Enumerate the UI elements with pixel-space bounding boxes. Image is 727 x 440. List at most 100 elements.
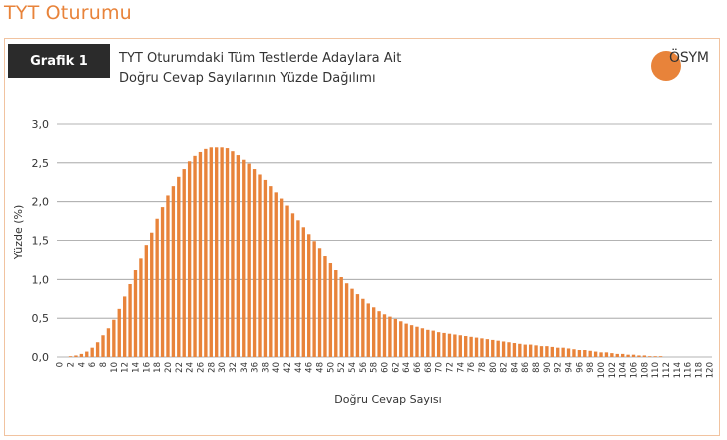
- bar: [474, 337, 479, 357]
- x-tick-label: 118: [694, 362, 704, 378]
- x-tick-label: 120: [705, 362, 715, 378]
- bar: [507, 342, 511, 357]
- x-tick-label: 0: [56, 362, 66, 367]
- bars: [68, 147, 663, 357]
- x-tick-label: 46: [305, 362, 315, 373]
- bar: [491, 339, 495, 357]
- x-tick-label: 100: [597, 362, 607, 378]
- bar: [648, 356, 652, 357]
- x-tick-label: 18: [153, 362, 163, 373]
- bar: [328, 263, 333, 357]
- bar: [90, 347, 94, 357]
- bar: [637, 355, 641, 357]
- bar: [658, 356, 663, 357]
- bar: [317, 248, 322, 357]
- bar: [150, 232, 154, 357]
- osym-logo-circle-icon: [651, 51, 681, 81]
- x-tick-label: 80: [489, 362, 499, 373]
- x-tick-label: 8: [99, 362, 109, 367]
- x-tick-label: 48: [316, 362, 326, 373]
- bar: [74, 355, 78, 357]
- bar: [447, 333, 452, 357]
- x-tick-labels: 0 2 4 6 8 10 12 14 16 18 20 22 24 26 28 30 32 34 36 38 40 42 4…: [56, 362, 716, 378]
- x-tick-label: 86: [521, 362, 531, 373]
- bar: [236, 155, 241, 357]
- y-tick-label: 0,5: [32, 312, 50, 325]
- bar: [144, 245, 148, 357]
- bar: [404, 323, 408, 357]
- bar: [561, 347, 565, 357]
- x-tick-label: 16: [142, 362, 152, 373]
- x-tick-label: 64: [402, 362, 412, 373]
- x-tick-label: 30: [218, 362, 228, 373]
- y-tick-label: 3,0: [32, 118, 50, 131]
- bar: [85, 351, 89, 357]
- bar: [377, 311, 381, 357]
- x-tick-label: 24: [186, 362, 196, 373]
- x-tick-label: 96: [575, 362, 585, 373]
- bar: [593, 351, 598, 357]
- x-tick-label: 28: [207, 362, 217, 373]
- bar: [409, 325, 414, 357]
- bar: [252, 169, 257, 357]
- bar: [258, 174, 262, 357]
- x-tick-label: 112: [662, 362, 672, 378]
- bar: [436, 332, 441, 357]
- x-tick-label: 114: [673, 362, 683, 378]
- x-tick-label: 106: [630, 362, 640, 378]
- x-tick-label: 70: [435, 362, 445, 373]
- bar: [242, 159, 246, 357]
- x-tick-label: 62: [391, 362, 401, 373]
- bar: [480, 338, 484, 357]
- y-tick-label: 0,0: [32, 351, 50, 364]
- x-tick-label: 10: [110, 362, 120, 373]
- bar: [187, 161, 192, 357]
- bar: [361, 298, 365, 357]
- bar: [464, 336, 468, 357]
- x-axis-label: Doğru Cevap Sayısı: [334, 393, 441, 406]
- osym-logo-text: ÖSYM: [669, 50, 709, 66]
- bar: [220, 147, 224, 357]
- x-tick-label: 90: [543, 362, 553, 373]
- bar: [166, 195, 170, 357]
- bar: [171, 186, 176, 357]
- x-tick-label: 82: [500, 362, 510, 373]
- bar: [420, 328, 425, 357]
- bar: [79, 353, 84, 357]
- bar: [312, 241, 316, 357]
- x-tick-label: 52: [337, 362, 347, 373]
- bar: [355, 294, 360, 357]
- bar: [285, 205, 289, 357]
- bar: [128, 283, 132, 357]
- bar: [177, 176, 181, 357]
- bar: [610, 353, 614, 357]
- bar: [344, 283, 349, 357]
- y-tick-label: 1,0: [32, 273, 50, 286]
- x-tick-label: 72: [445, 362, 455, 373]
- bar: [139, 258, 143, 357]
- y-tick-labels: 0,0 0,5 1,0 1,5 2,0 2,5 3,0: [32, 118, 50, 364]
- bar: [431, 330, 435, 357]
- bar: [566, 348, 571, 357]
- bar: [225, 148, 230, 357]
- bar: [350, 288, 354, 357]
- bar: [334, 270, 338, 357]
- bar: [274, 192, 278, 357]
- bar: [399, 321, 403, 357]
- bar: [215, 147, 219, 357]
- bar: [290, 213, 295, 357]
- bar: [106, 328, 111, 357]
- bar: [572, 349, 576, 357]
- x-tick-label: 12: [121, 362, 131, 373]
- x-tick-label: 94: [565, 362, 575, 373]
- bar: [496, 340, 500, 357]
- bar: [209, 147, 213, 357]
- bar: [366, 303, 370, 357]
- bar: [458, 335, 462, 357]
- x-tick-label: 32: [229, 362, 239, 373]
- y-tick-label: 1,5: [32, 235, 50, 248]
- bar: [501, 341, 506, 357]
- x-tick-label: 50: [326, 362, 336, 373]
- bar: [372, 307, 376, 357]
